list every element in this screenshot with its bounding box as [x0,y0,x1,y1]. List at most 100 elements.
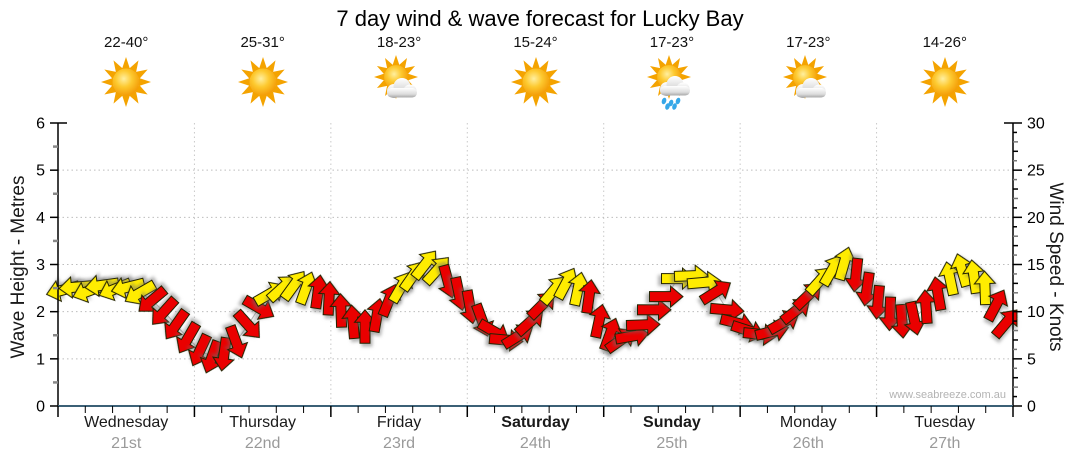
wind-arrow [698,279,732,306]
sun-ray [122,95,131,107]
day-label: Thursday 22nd [188,414,338,453]
day-name: Friday [376,414,422,431]
sun-ray [783,73,794,81]
temperature-range: 15-24° [513,34,558,51]
day-label: Tuesday 27th [870,414,1020,453]
day-name: Thursday [229,414,296,431]
day-name: Wednesday [84,414,169,431]
sun-ray [258,95,267,107]
sun-ray [374,73,385,81]
sun-ray [665,55,673,66]
sun-disc [522,68,549,96]
temperature-range: 25-31° [240,34,285,51]
wave-height-tick-label: 5 [36,163,45,180]
sun-ray [680,73,691,81]
cloud [659,76,690,96]
sun-icon [101,57,152,107]
wind-arrow [990,309,1018,340]
weather-icon-slot [198,55,328,109]
weather-icon-slot [743,55,873,109]
day-date: 24th [519,435,552,452]
temperature-range: 22-40° [104,34,149,51]
sun-ray [816,73,828,81]
watermark: www.seabreeze.com.au [889,389,1006,401]
temperature-range: 17-23° [786,34,831,51]
sun-ray [957,78,970,86]
day-date: 25th [656,435,688,452]
sun-disc [112,68,140,96]
wind-arrow [241,294,275,320]
day-name: Saturday [501,414,570,431]
day-name: Monday [779,414,837,431]
wind-speed-tick-label: 5 [1027,351,1036,368]
sun-ray [646,73,658,81]
sun-ray [940,57,949,69]
wind-speed-tick-label: 30 [1027,116,1045,133]
wave-height-tick-label: 2 [36,304,45,321]
wind-arrow [110,276,146,300]
day-column: 14-26° [880,34,1010,109]
sun-ray [940,95,949,107]
wave-height-tick-label: 6 [36,116,45,133]
sun-ray [392,55,400,66]
day-date: 23rd [383,435,416,452]
wave-height-tick-label: 3 [36,257,45,274]
temperature-range: 18-23° [376,34,422,51]
wind-speed-tick-label: 10 [1027,304,1045,321]
wind-arrow [578,278,602,315]
day-label: Wednesday 21st [51,414,201,453]
wind-speed-tick-label: 25 [1027,163,1045,180]
wind-arrow [961,259,985,295]
wind-arrow [588,303,612,339]
wave-height-tick-label: 1 [36,351,45,368]
wind-speed-axis-title: Wind Speed - Knots [1045,182,1066,352]
sun-icon [919,57,970,107]
weather-icon-slot [880,55,1010,109]
weather-icon-slot [607,55,737,110]
sun-ray [237,78,250,86]
rain-drops [661,97,681,110]
day-date: 26th [792,435,824,452]
wave-height-axis-title: Wave Height - Metres [8,175,29,359]
sun-ray [101,78,114,86]
cloud [796,78,827,98]
sun-ray [275,78,288,86]
sun-disc [931,68,959,96]
day-label: Friday 23rd [324,414,474,453]
day-label: Saturday 24th [461,414,611,453]
sun-ray [122,57,131,69]
sun-ray [548,78,561,86]
wind-arrow [983,289,1009,323]
sun-cloud-icon [374,55,419,99]
day-column: 18-23° [334,34,464,109]
wave-height-tick-label: 0 [36,399,45,416]
sun-ray [531,95,540,107]
sun-ray [407,73,419,81]
sun-disc [249,68,277,96]
day-label: Monday 26th [733,414,883,453]
weather-icon-slot [61,55,191,109]
cloud [387,78,418,98]
sun-ray [139,78,152,86]
wave-height-tick-label: 4 [36,210,45,227]
wind-speed-tick-label: 15 [1027,257,1045,274]
sun-cloud-rain-icon [646,55,691,110]
day-column: 22-40° [61,34,191,109]
day-name: Sunday [643,414,701,431]
sun-icon [237,57,288,107]
day-date: 22nd [244,435,281,452]
wind-arrow [164,307,191,340]
day-column: 17-23° [607,34,737,110]
wind-arrow [225,324,249,359]
weather-icon-slot [334,55,464,109]
day-date: 27th [929,435,961,452]
wind-speed-tick-label: 20 [1027,210,1045,227]
wind-speed-tick-label: 0 [1027,399,1036,416]
wind-arrow [637,298,672,322]
wind-arrow [211,336,235,372]
sun-cloud-icon [783,55,828,99]
sun-ray [510,78,523,86]
day-column: 15-24° [471,34,601,109]
